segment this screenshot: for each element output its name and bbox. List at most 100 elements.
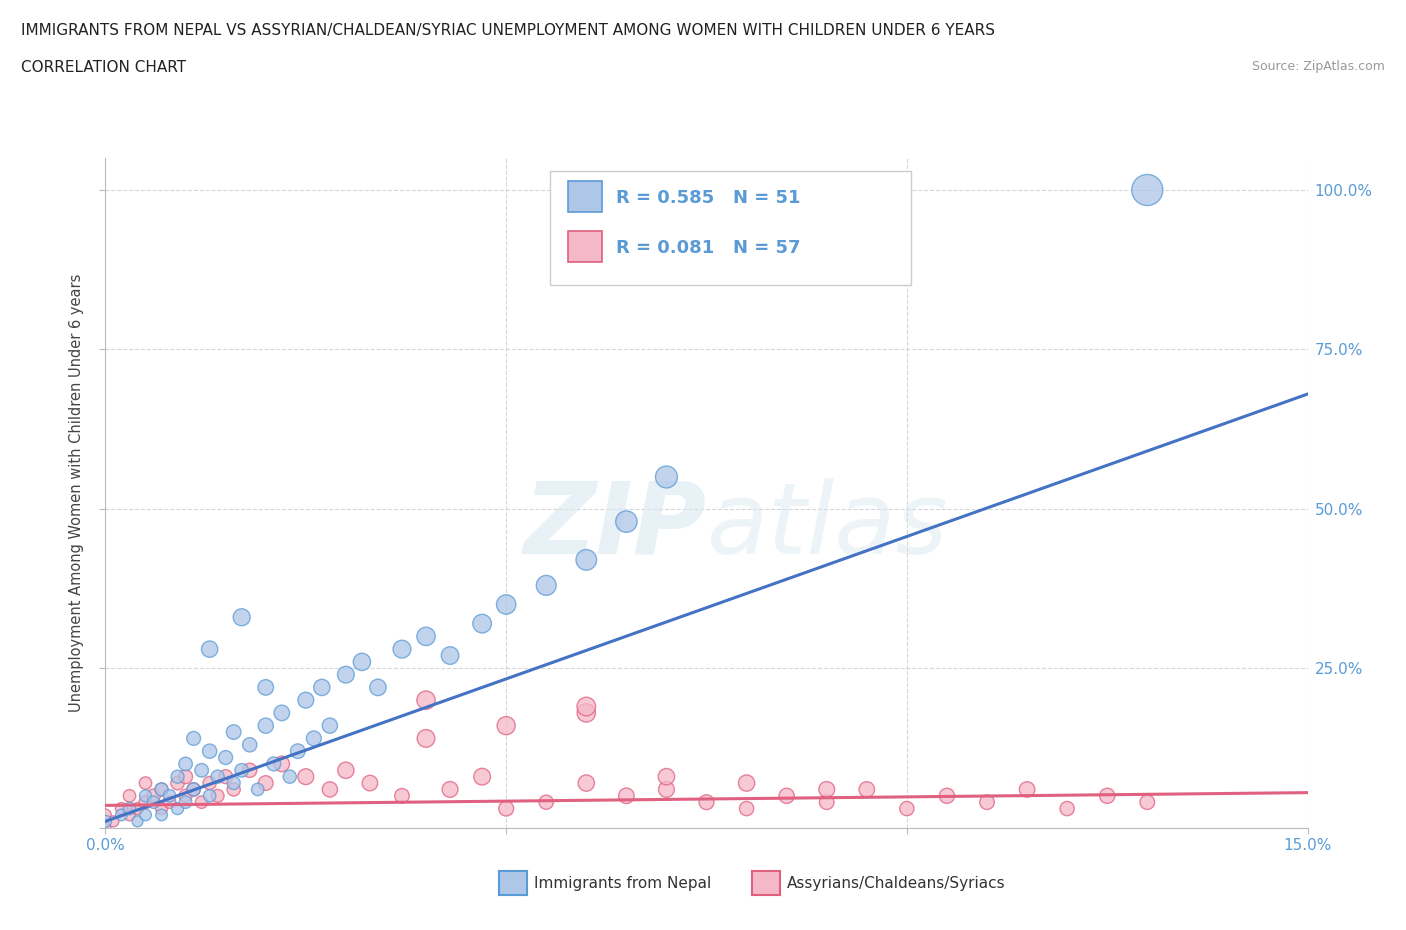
Point (735, 776, 758, 790)
Point (815, 782, 838, 797)
Point (198, 744, 221, 759)
Text: R = 0.081   N = 57: R = 0.081 N = 57 (616, 240, 801, 258)
Point (190, 795, 212, 810)
Point (231, 763, 253, 777)
Point (198, 776, 221, 790)
Point (166, 801, 188, 816)
Point (135, 789, 157, 804)
Point (150, 801, 173, 816)
Point (183, 782, 205, 797)
Point (254, 776, 277, 790)
Point (103, 814, 125, 829)
Point (696, 795, 718, 810)
Point (94, 814, 117, 829)
Point (616, 789, 638, 804)
Point (254, 718, 277, 733)
Point (359, 776, 381, 790)
Point (214, 751, 236, 765)
Point (94, 820, 117, 835)
Point (174, 769, 197, 784)
Point (222, 724, 245, 739)
Text: atlas: atlas (707, 478, 948, 575)
Point (118, 801, 141, 816)
Point (174, 756, 197, 771)
Point (159, 795, 181, 810)
Point (855, 782, 877, 797)
FancyBboxPatch shape (568, 180, 602, 212)
Point (295, 769, 318, 784)
Point (415, 731, 437, 746)
Point (936, 789, 959, 804)
Point (263, 756, 285, 771)
Point (976, 795, 998, 810)
Point (335, 763, 357, 777)
Point (1056, 801, 1078, 816)
FancyBboxPatch shape (550, 171, 911, 286)
Text: Immigrants from Nepal: Immigrants from Nepal (534, 876, 711, 891)
Point (118, 807, 141, 822)
Point (159, 789, 181, 804)
Point (302, 731, 325, 746)
Point (239, 763, 262, 777)
Point (495, 597, 517, 612)
Text: Assyrians/Chaldeans/Syriacs: Assyrians/Chaldeans/Syriacs (787, 876, 1005, 891)
Point (391, 642, 413, 657)
Point (350, 655, 373, 670)
Text: Source: ZipAtlas.com: Source: ZipAtlas.com (1251, 60, 1385, 73)
Point (198, 789, 221, 804)
Point (335, 667, 357, 682)
Point (135, 795, 157, 810)
Point (439, 782, 461, 797)
Point (896, 801, 918, 816)
Point (534, 795, 557, 810)
Point (735, 801, 758, 816)
Point (174, 795, 197, 810)
Point (391, 789, 413, 804)
Point (534, 578, 557, 592)
Point (150, 782, 173, 797)
Point (183, 731, 205, 746)
Point (439, 648, 461, 663)
Point (254, 680, 277, 695)
Text: IMMIGRANTS FROM NEPAL VS ASSYRIAN/CHALDEAN/SYRIAC UNEMPLOYMENT AMONG WOMEN WITH : IMMIGRANTS FROM NEPAL VS ASSYRIAN/CHALDE… (21, 23, 995, 38)
Point (222, 776, 245, 790)
Point (207, 769, 229, 784)
Point (471, 769, 494, 784)
Point (1097, 789, 1119, 804)
Point (183, 782, 205, 797)
Point (142, 789, 165, 804)
Point (367, 680, 389, 695)
Point (150, 807, 173, 822)
Point (311, 680, 333, 695)
Point (575, 776, 598, 790)
Point (1136, 795, 1159, 810)
Point (495, 718, 517, 733)
Point (415, 693, 437, 708)
Point (127, 801, 149, 816)
Point (110, 801, 132, 816)
Point (135, 776, 157, 790)
Point (150, 782, 173, 797)
Point (295, 693, 318, 708)
Point (1017, 782, 1039, 797)
Point (207, 789, 229, 804)
Point (198, 642, 221, 657)
Point (575, 552, 598, 567)
Point (166, 769, 188, 784)
Point (270, 756, 292, 771)
Point (214, 769, 236, 784)
Point (127, 814, 149, 829)
Point (471, 617, 494, 631)
Point (319, 782, 342, 797)
Point (815, 795, 838, 810)
Point (94, 807, 117, 822)
Point (239, 737, 262, 752)
Point (135, 807, 157, 822)
Point (495, 801, 517, 816)
Point (142, 795, 165, 810)
Text: ZIP: ZIP (523, 478, 707, 575)
Point (174, 789, 197, 804)
Text: CORRELATION CHART: CORRELATION CHART (21, 60, 186, 75)
Y-axis label: Unemployment Among Women with Children Under 6 years: Unemployment Among Women with Children U… (69, 273, 84, 712)
Point (616, 514, 638, 529)
